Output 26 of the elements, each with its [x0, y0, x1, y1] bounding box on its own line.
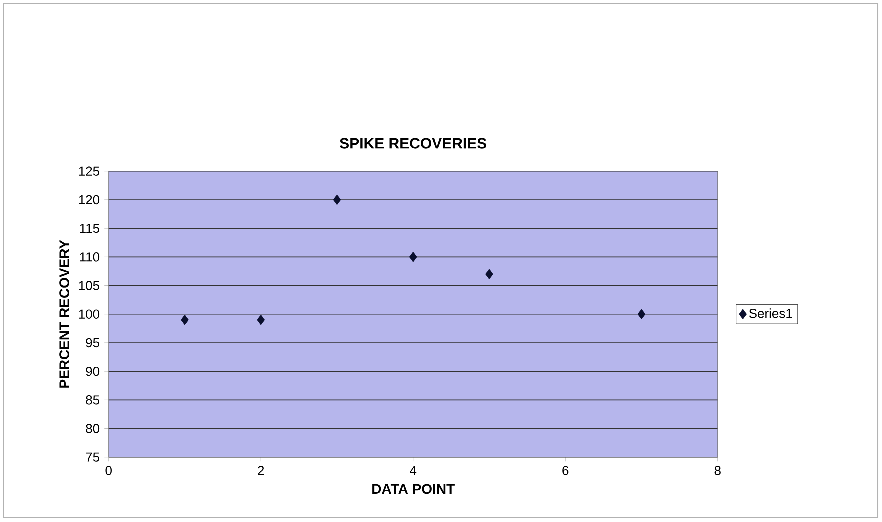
legend-label: Series1 [749, 308, 792, 318]
x-tick-label: 0 [106, 466, 112, 476]
y-tick-label: 75 [86, 452, 100, 462]
y-tick-label: 125 [79, 166, 100, 176]
x-tick-label: 2 [258, 466, 264, 476]
chart-title: SPIKE RECOVERIES [340, 138, 487, 149]
point [638, 309, 646, 320]
y-tick-label: 110 [80, 252, 100, 262]
x-tick-label: 4 [410, 466, 417, 476]
y-tick-label: 95 [86, 338, 100, 348]
point [486, 269, 494, 280]
y-tick-label: 90 [86, 366, 100, 376]
y-tick-label: 100 [79, 310, 100, 319]
y-tick-label: 120 [79, 195, 100, 205]
y-tick-label: 85 [86, 396, 100, 405]
y-tick-label: 115 [80, 224, 100, 234]
x-tick-label: 8 [714, 466, 721, 476]
point [181, 314, 189, 326]
point [409, 252, 418, 262]
point [333, 194, 342, 206]
y-tick-label: 80 [86, 424, 100, 434]
y-axis-title: PERCENT RECOVERY [60, 240, 70, 388]
point [257, 314, 266, 326]
x-axis-title: DATA POINT [372, 484, 455, 494]
x-tick-label: 6 [562, 466, 569, 476]
y-tick-label: 105 [79, 281, 100, 290]
